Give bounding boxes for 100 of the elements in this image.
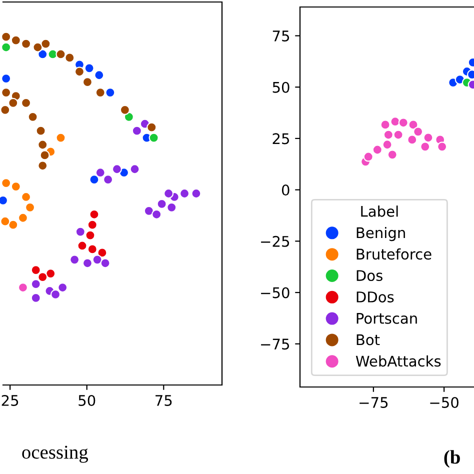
legend-label: DDos xyxy=(356,292,394,302)
legend-label: Bot xyxy=(356,334,380,346)
x-tick-label: −50 xyxy=(430,396,458,408)
point xyxy=(130,164,140,174)
legend-title: Label xyxy=(361,206,398,217)
point xyxy=(30,278,41,290)
point xyxy=(8,98,18,108)
point xyxy=(0,216,10,226)
point xyxy=(46,268,56,279)
point xyxy=(420,142,430,152)
point xyxy=(82,77,93,88)
point xyxy=(10,35,21,46)
point xyxy=(64,52,75,63)
point xyxy=(56,132,66,143)
point xyxy=(87,244,98,254)
point xyxy=(74,66,85,77)
point xyxy=(85,230,96,240)
point xyxy=(28,112,38,122)
legend-label: Dos xyxy=(356,270,382,282)
point xyxy=(30,292,41,304)
legend-label: Portscan xyxy=(356,313,417,324)
point xyxy=(1,87,12,98)
point xyxy=(38,140,48,150)
legend-label: WebAttacks xyxy=(356,355,441,367)
point xyxy=(372,144,382,155)
point xyxy=(1,32,12,42)
point xyxy=(20,192,32,202)
point xyxy=(70,254,80,265)
point xyxy=(1,178,12,188)
point xyxy=(144,206,154,216)
point xyxy=(38,49,48,60)
point xyxy=(18,282,28,293)
point xyxy=(112,164,122,174)
point xyxy=(50,289,61,300)
point xyxy=(89,209,100,220)
point xyxy=(102,174,114,185)
y-tick-label: 75 xyxy=(272,30,290,42)
point xyxy=(363,152,374,162)
point xyxy=(95,168,106,178)
y-tick-label: −75 xyxy=(261,338,290,350)
point xyxy=(166,202,177,212)
point xyxy=(0,104,10,115)
point xyxy=(382,140,392,150)
point xyxy=(124,112,134,122)
point xyxy=(87,220,98,230)
point xyxy=(77,240,88,251)
point xyxy=(24,202,36,212)
point xyxy=(407,134,418,145)
point xyxy=(38,272,48,282)
point xyxy=(8,220,18,230)
point xyxy=(40,38,51,49)
point xyxy=(380,120,390,130)
point xyxy=(1,74,12,84)
point xyxy=(97,248,108,258)
point xyxy=(423,132,434,143)
point xyxy=(191,188,202,199)
y-tick-label: −50 xyxy=(261,287,290,298)
x-tick-label: −75 xyxy=(360,397,388,408)
y-tick-label: 25 xyxy=(272,133,290,144)
point xyxy=(105,87,116,98)
point xyxy=(95,87,106,98)
point xyxy=(30,265,41,276)
point xyxy=(387,150,398,160)
point xyxy=(84,63,94,74)
point xyxy=(164,188,174,199)
point xyxy=(408,120,418,130)
point xyxy=(383,130,394,140)
point xyxy=(38,160,48,171)
point xyxy=(413,126,424,137)
point xyxy=(393,130,404,140)
point xyxy=(437,142,448,152)
point xyxy=(132,126,142,136)
x-tick-label: 75 xyxy=(156,395,172,406)
y-tick-label: 0 xyxy=(282,184,290,196)
point xyxy=(10,181,21,192)
x-tick-label: 25 xyxy=(2,394,18,406)
point xyxy=(58,282,68,293)
point xyxy=(20,38,32,49)
point xyxy=(18,212,28,223)
point xyxy=(75,226,86,237)
x-axis-title: ocessing xyxy=(22,446,88,463)
point xyxy=(146,122,157,132)
point xyxy=(56,49,66,60)
legend-label: Benign xyxy=(356,226,405,242)
point xyxy=(20,98,32,108)
x-tick-label: 50 xyxy=(78,394,96,406)
point xyxy=(94,70,104,80)
point xyxy=(148,132,159,143)
point xyxy=(390,116,400,127)
point xyxy=(398,118,408,128)
point xyxy=(120,104,130,115)
point xyxy=(40,150,50,160)
y-tick-label: 50 xyxy=(272,82,290,93)
y-tick-label: −25 xyxy=(261,236,290,247)
point xyxy=(89,174,100,185)
point xyxy=(36,126,46,136)
point xyxy=(179,188,190,199)
point xyxy=(32,42,43,52)
point xyxy=(92,254,102,265)
point xyxy=(1,42,12,52)
